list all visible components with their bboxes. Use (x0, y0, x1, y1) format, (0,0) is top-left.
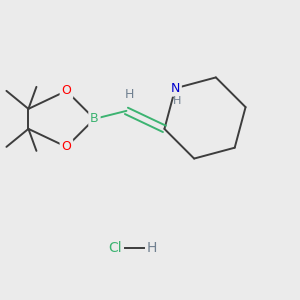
Text: B: B (90, 112, 99, 125)
Text: H: H (173, 96, 182, 106)
Text: N: N (171, 82, 180, 95)
Text: O: O (61, 84, 71, 98)
Text: H: H (147, 241, 157, 255)
Text: H: H (125, 88, 134, 101)
Text: O: O (61, 140, 71, 153)
Text: Cl: Cl (108, 241, 122, 255)
